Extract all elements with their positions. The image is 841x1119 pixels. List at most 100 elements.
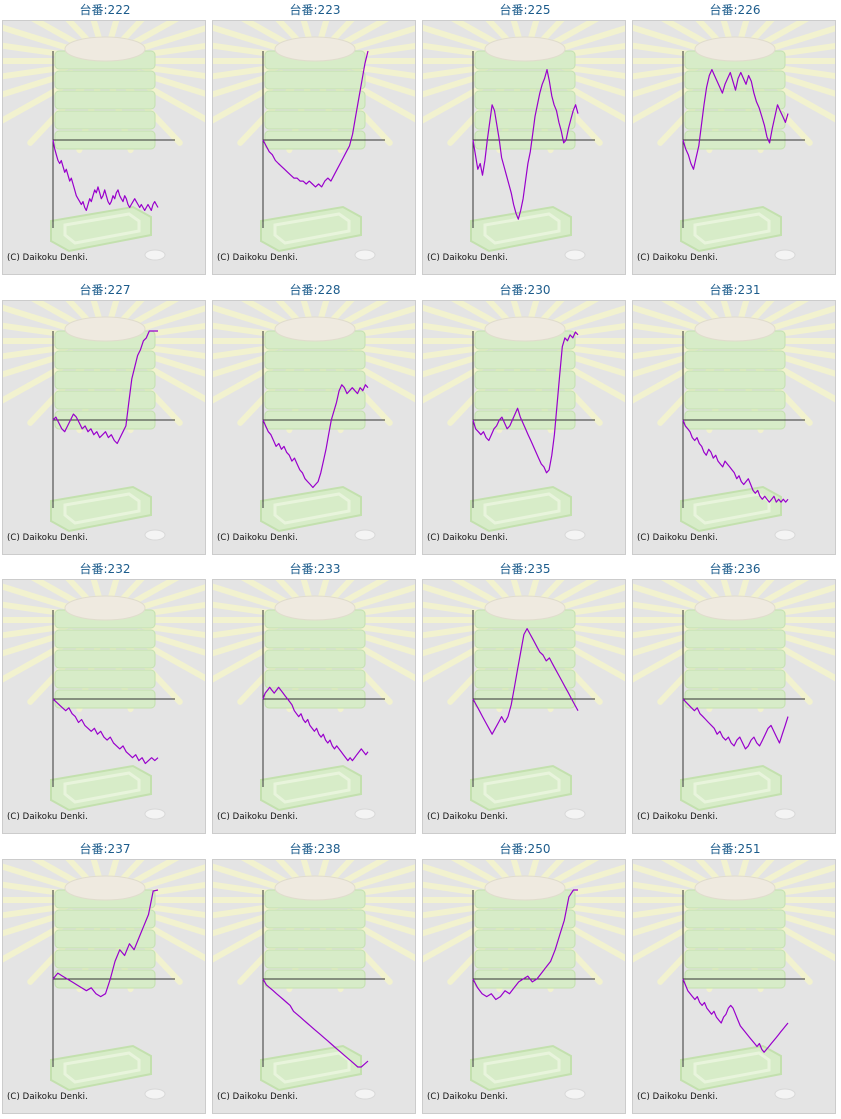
chart-panel: (C) Daikoku Denki. [422,20,626,275]
background-ray [345,864,415,892]
chart-title[interactable]: 台番:232 [79,562,131,576]
background-ray [317,21,330,43]
background-ray [633,42,700,58]
background-ray [560,322,625,338]
background-coin [354,1088,376,1100]
chart-title[interactable]: 台番:236 [709,562,761,576]
chart-title[interactable]: 台番:228 [289,283,341,297]
chart-panel: (C) Daikoku Denki. [632,300,836,555]
chart-panel: (C) Daikoku Denki. [212,859,416,1114]
chart-title[interactable]: 台番:235 [499,562,551,576]
copyright-text: (C) Daikoku Denki. [637,812,718,822]
chart-title[interactable]: 台番:233 [289,562,341,576]
background-ray [737,860,750,882]
series-line [52,889,159,998]
chart-panel: (C) Daikoku Denki. [632,20,836,275]
background-top [484,316,566,342]
chart-svg [213,301,415,541]
background-coin [564,1088,586,1100]
background-ray [135,628,205,656]
background-tray [264,370,366,390]
background-ray [128,301,180,328]
chart-cell: 台番:228 (C) Daikoku Denki. [210,280,420,559]
background-ray [3,908,75,937]
background-ray [135,305,205,333]
background-ray [240,301,292,328]
background-tray [474,669,576,689]
background-lower-tray-inner [483,492,561,525]
background-ray [328,21,355,44]
chart-panel: (C) Daikoku Denki. [2,20,206,275]
chart-svg [423,580,625,820]
chart-title[interactable]: 台番:226 [709,3,761,17]
background-ray [560,42,625,58]
background-tray [54,649,156,669]
background-ray [633,304,705,333]
background-ray [213,863,285,892]
background-lower-tray-inner [483,212,561,245]
background-tray [264,90,366,110]
background-ray [527,21,540,43]
background-ray [213,349,285,378]
chart-title[interactable]: 台番:250 [499,842,551,856]
background-ray [107,21,120,43]
background-ray [633,24,705,53]
background-ray [560,601,625,617]
background-ray [107,860,120,882]
chart-cell: 台番:250 (C) Daikoku Denki. [420,839,630,1118]
background-ray [3,903,70,919]
background-ray [135,584,205,612]
chart-title[interactable]: 台番:231 [709,283,761,297]
background-coin [774,529,796,541]
background-ray [328,301,355,324]
chart-panel: (C) Daikoku Denki. [2,579,206,834]
background-tray [684,370,786,390]
chart-cell: 台番:236 (C) Daikoku Denki. [630,559,840,838]
background-ray [423,322,490,338]
background-ray [450,301,502,328]
background-lower-tray-inner [63,212,141,245]
background-ray [527,580,540,602]
background-ray [633,344,700,360]
chart-svg [633,301,835,541]
series-line [262,50,369,188]
chart-panel: (C) Daikoku Denki. [2,300,206,555]
background-ray [423,583,495,612]
background-top [274,875,356,901]
chart-title[interactable]: 台番:238 [289,842,341,856]
background-ray [770,322,835,338]
chart-svg [633,580,835,820]
background-ray [765,908,835,936]
background-ray [765,305,835,333]
background-ray [118,580,145,603]
background-ray [510,580,523,602]
chart-title[interactable]: 台番:237 [79,842,131,856]
chart-title[interactable]: 台番:227 [79,283,131,297]
background-tray [474,929,576,949]
background-ray [538,21,565,44]
background-ray [213,903,280,919]
background-lower-tray-inner [693,771,771,804]
chart-cell: 台番:225 (C) Daikoku Denki. [420,0,630,279]
chart-title[interactable]: 台番:223 [289,3,341,17]
background-ray [423,601,490,617]
background-ray [350,344,415,360]
chart-svg [3,301,205,541]
background-ray [317,580,330,602]
background-ray [560,881,625,897]
background-lower-tray [260,1044,362,1092]
background-ray [275,580,302,603]
background-tray [264,649,366,669]
chart-cell: 台番:235 (C) Daikoku Denki. [420,559,630,838]
background-coin [774,249,796,261]
chart-panel: (C) Daikoku Denki. [632,579,836,834]
background-coin [354,808,376,820]
background-tray [54,350,156,370]
chart-title[interactable]: 台番:222 [79,3,131,17]
background-ray [118,21,145,44]
background-ray [748,301,775,324]
chart-title[interactable]: 台番:251 [709,842,761,856]
background-ray [423,304,495,333]
chart-title[interactable]: 台番:225 [499,3,551,17]
chart-title[interactable]: 台番:230 [499,283,551,297]
